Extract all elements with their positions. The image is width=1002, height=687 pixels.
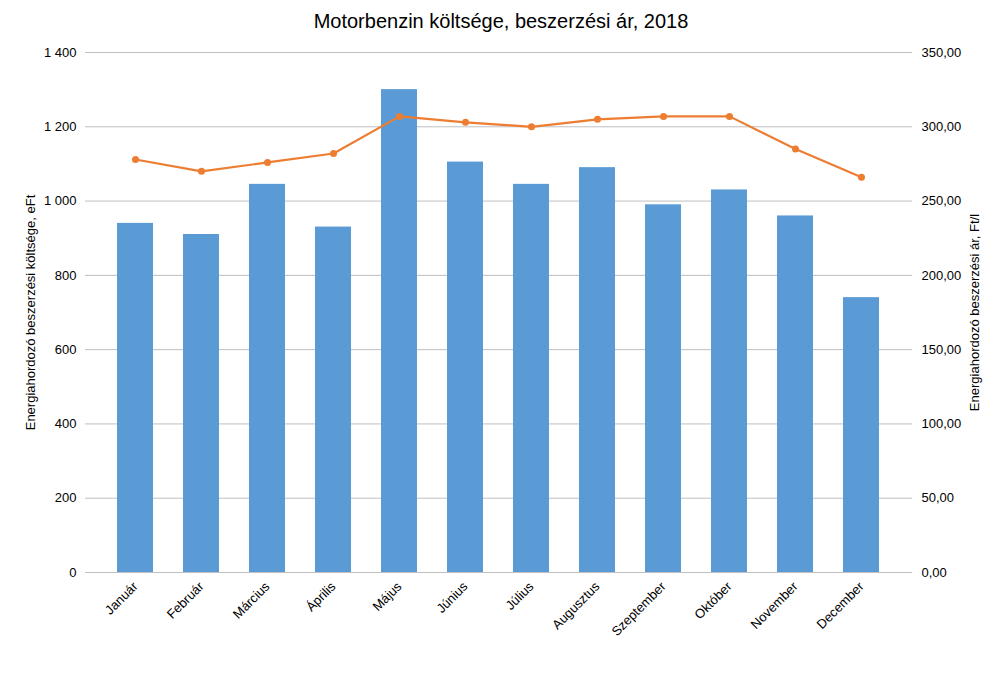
svg-text:50,00: 50,00 bbox=[922, 490, 955, 505]
svg-text:0: 0 bbox=[69, 565, 76, 580]
svg-text:1 200: 1 200 bbox=[44, 119, 77, 134]
svg-text:1 000: 1 000 bbox=[44, 193, 77, 208]
svg-text:100,00: 100,00 bbox=[922, 416, 962, 431]
svg-text:Március: Március bbox=[230, 578, 273, 621]
svg-text:200: 200 bbox=[55, 490, 77, 505]
svg-text:800: 800 bbox=[55, 268, 77, 283]
svg-text:November: November bbox=[748, 578, 801, 631]
svg-text:Augusztus: Augusztus bbox=[549, 578, 603, 632]
svg-text:Október: Október bbox=[691, 578, 735, 622]
svg-text:400: 400 bbox=[55, 416, 77, 431]
svg-text:Június: Június bbox=[433, 578, 471, 616]
svg-text:Május: Május bbox=[369, 578, 404, 613]
svg-text:Január: Január bbox=[102, 578, 141, 617]
svg-text:250,00: 250,00 bbox=[922, 193, 962, 208]
svg-text:1 400: 1 400 bbox=[44, 45, 77, 60]
svg-text:Energiahordozó beszerzési költ: Energiahordozó beszerzési költsége, eFt bbox=[23, 194, 38, 430]
svg-text:Július: Július bbox=[502, 578, 536, 612]
svg-text:600: 600 bbox=[55, 342, 77, 357]
svg-text:Energiahordozó beszerzési ár,: Energiahordozó beszerzési ár, Ft/l bbox=[967, 214, 982, 411]
svg-text:Szeptember: Szeptember bbox=[608, 578, 669, 639]
svg-text:150,00: 150,00 bbox=[922, 342, 962, 357]
svg-text:Február: Február bbox=[164, 578, 207, 621]
svg-text:300,00: 300,00 bbox=[922, 119, 962, 134]
html-text:Motorbenzin költsége, beszerzé: Motorbenzin költsége, beszerzési ár, 201… bbox=[313, 10, 689, 32]
svg-text:200,00: 200,00 bbox=[922, 268, 962, 283]
svg-text:Április: Április bbox=[303, 578, 339, 614]
svg-text:350,00: 350,00 bbox=[922, 45, 962, 60]
svg-text:December: December bbox=[814, 578, 867, 631]
svg-text:0,00: 0,00 bbox=[922, 565, 947, 580]
